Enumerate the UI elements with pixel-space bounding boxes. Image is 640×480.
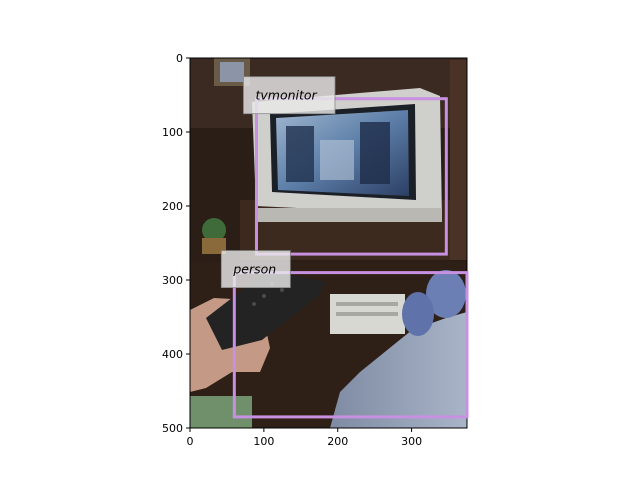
bbox-person (232, 271, 469, 419)
x-tick-label: 300 (401, 435, 422, 448)
detection-layer: tvmonitor person (220, 76, 469, 419)
y-tick-label: 0 (176, 52, 183, 65)
bbox-label-background (243, 76, 336, 115)
bbox-tvmonitor (254, 97, 448, 256)
y-tick-label: 500 (162, 422, 183, 435)
x-tick-label: 0 (187, 435, 194, 448)
y-tick-label: 400 (162, 348, 183, 361)
legs-and-slippers (330, 270, 467, 428)
axes-frame (189, 57, 468, 429)
bbox-label-person: person (232, 262, 276, 277)
bbox-label-tvmonitor: tvmonitor (255, 88, 317, 103)
y-tick-label: 100 (162, 126, 183, 139)
y-tick-label: 200 (162, 200, 183, 213)
television (252, 88, 442, 222)
x-axis: 0 100 200 300 (187, 428, 422, 448)
hand-holding-remote (190, 270, 326, 392)
x-tick-label: 200 (327, 435, 348, 448)
y-tick-label: 300 (162, 274, 183, 287)
x-tick-label: 100 (253, 435, 274, 448)
bbox-label-background (220, 250, 291, 289)
photo (190, 58, 467, 428)
y-axis: 0 100 200 300 400 500 (162, 52, 190, 435)
